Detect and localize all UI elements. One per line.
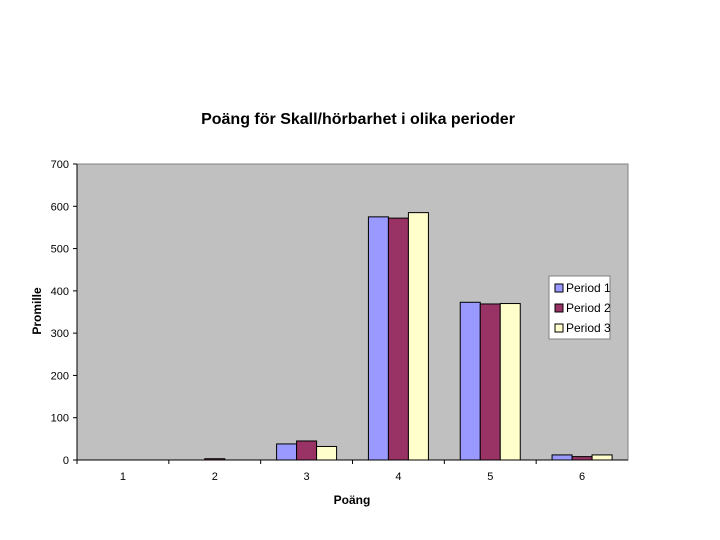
x-tick-label: 5	[487, 471, 493, 483]
y-axis-ticks: 0 100 200 300 400 500 600 700	[51, 159, 78, 467]
y-axis-label: Promille	[30, 287, 44, 335]
y-tick-label: 300	[51, 328, 69, 340]
bar-period-1-3	[276, 443, 298, 461]
x-tick-label: 2	[212, 471, 218, 483]
legend-swatch	[554, 323, 564, 333]
x-tick-label: 3	[304, 471, 310, 483]
y-tick-label: 500	[51, 244, 69, 256]
y-tick-label: 600	[51, 201, 69, 213]
bar-period-2-4	[387, 217, 409, 461]
y-tick-label: 700	[51, 159, 69, 171]
chart-title: Poäng för Skall/hörbarhet i olika period…	[201, 111, 515, 128]
legend-label: Period 1	[566, 281, 611, 295]
y-tick-label: 200	[51, 370, 69, 382]
bars-group	[204, 212, 613, 461]
plot-area	[76, 163, 629, 461]
y-tick-label: 0	[63, 455, 69, 467]
x-tick-label: 6	[579, 471, 585, 483]
x-tick-label: 1	[120, 471, 126, 483]
legend-label: Period 3	[566, 321, 611, 335]
bar-period-1-6	[551, 454, 573, 461]
bar-period-3-3	[316, 445, 338, 461]
bar-period-3-6	[591, 454, 613, 461]
y-tick-label: 400	[51, 286, 69, 298]
bar-period-2-3	[296, 440, 318, 461]
x-axis-ticks: 1 2 3 4 5 6	[76, 460, 585, 483]
x-axis-label: Poäng	[334, 493, 371, 507]
bar-period-3-4	[407, 212, 429, 461]
bar-period-1-4	[367, 216, 389, 461]
bar-period-1-5	[459, 301, 481, 461]
legend-swatch	[554, 283, 564, 293]
y-tick-label: 100	[51, 413, 69, 425]
x-tick-label: 4	[395, 471, 401, 483]
bar-period-2-6	[571, 456, 593, 461]
bar-period-2-5	[479, 303, 501, 461]
legend: Period 1 Period 2 Period 3	[548, 275, 611, 340]
bar-period-3-5	[499, 303, 521, 461]
legend-label: Period 2	[566, 301, 611, 315]
legend-swatch	[554, 303, 564, 313]
